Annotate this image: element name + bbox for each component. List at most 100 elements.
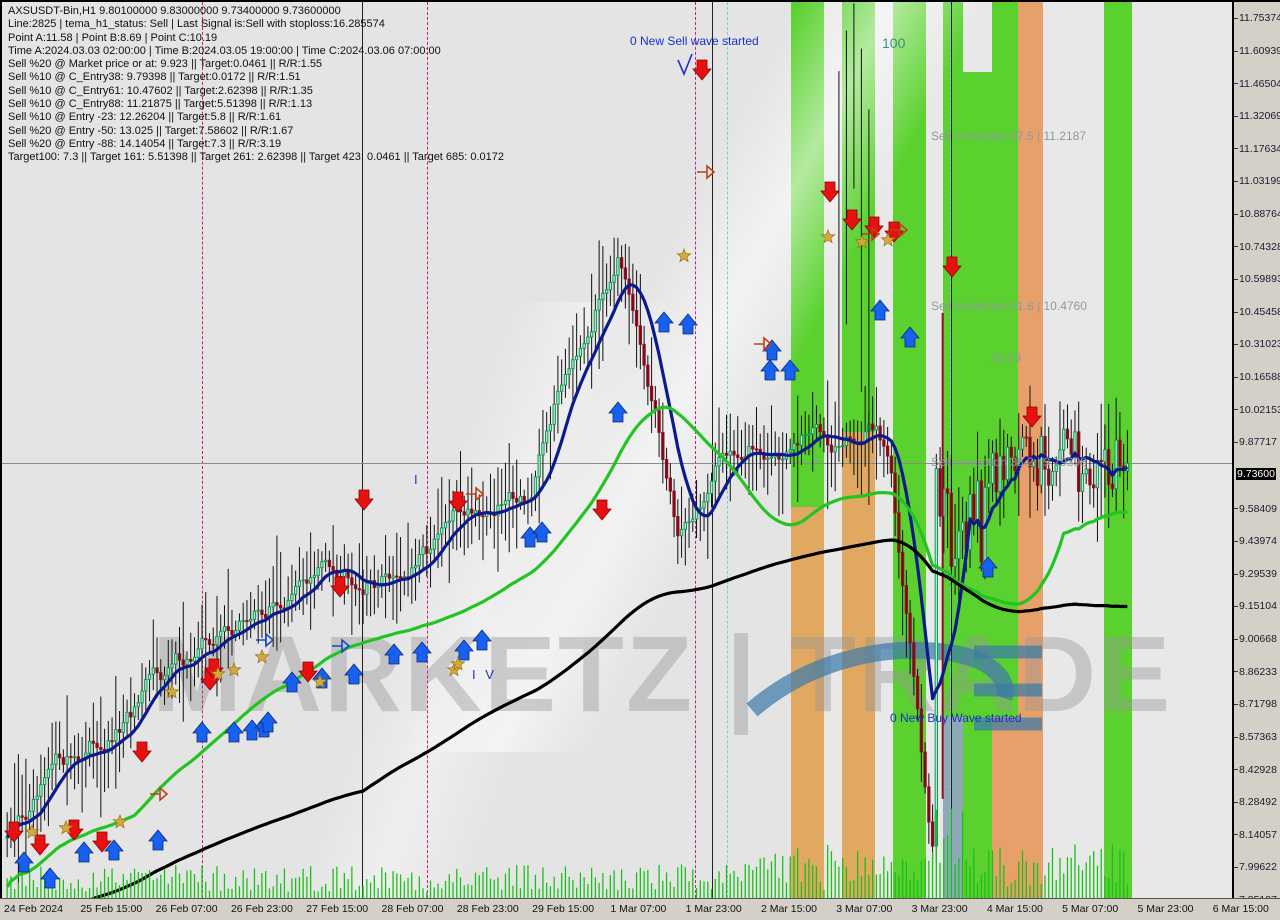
price-tick: 11.60939 (1234, 45, 1280, 57)
info-line-5: Sell %20 @ Market price or at: 9.923 || … (8, 58, 323, 71)
price-tick-label: 8.14057 (1239, 828, 1277, 841)
time-tick: 1 Mar 07:00 (610, 903, 667, 915)
vline-cyan-2 (950, 2, 951, 898)
price-tick: 10.74328 (1234, 241, 1280, 253)
price-tick: 8.57363 (1234, 731, 1277, 743)
info-line-8: Sell %10 @ C_Entry88: 11.21875 || Target… (8, 98, 313, 111)
info-line-7: Sell %10 @ C_Entry61: 10.47602 || Target… (8, 84, 313, 97)
price-tick: 8.86233 (1234, 666, 1277, 678)
price-tick: 9.87717 (1234, 436, 1277, 448)
price-tick-label: 9.87717 (1239, 436, 1277, 449)
price-tick-label: 9.15104 (1239, 600, 1277, 613)
price-tick-label: 8.57363 (1239, 730, 1277, 743)
time-tick: 3 Mar 07:00 (836, 903, 893, 915)
price-tick: 8.42928 (1234, 764, 1277, 776)
symbol-info-panel: AXSUSDT-Bin,H1 9.80100000 9.83000000 9.7… (8, 5, 504, 165)
time-tick: 6 Mar 15:00 (1212, 903, 1269, 915)
price-tick: 8.71798 (1234, 698, 1277, 710)
price-tick: 7.99622 (1234, 861, 1277, 873)
vline-solid-3 (951, 2, 952, 898)
time-axis[interactable]: 24 Feb 2024 25 Feb 15:00 26 Feb 07:00 26 Fe… (0, 898, 1280, 920)
time-tick: 27 Feb 15:00 (306, 903, 369, 915)
time-tick: 4 Mar 15:00 (986, 903, 1043, 915)
vline-solid-2 (712, 2, 713, 898)
session-band (791, 507, 824, 898)
session-band (1018, 2, 1043, 898)
price-tick-label: 11.60939 (1239, 44, 1280, 57)
price-tick: 9.15104 (1234, 600, 1277, 612)
session-band (943, 717, 963, 898)
session-band (842, 432, 875, 898)
time-tick: 5 Mar 23:00 (1137, 903, 1194, 915)
price-tick-label: 10.31023 (1239, 338, 1280, 351)
price-tick-label: 11.75374 (1239, 12, 1280, 25)
time-tick: 26 Feb 07:00 (155, 903, 218, 915)
price-tick: 11.17634 (1234, 143, 1280, 155)
price-tick-label: 8.71798 (1239, 698, 1277, 711)
price-tick: 10.16588 (1234, 371, 1280, 383)
time-tick: 3 Mar 23:00 (911, 903, 968, 915)
price-tick-label: 11.03199 (1239, 175, 1280, 188)
price-tick-label: 8.42928 (1239, 763, 1277, 776)
info-line-10: Sell %20 @ Entry -50: 13.025 || Target:7… (8, 124, 294, 137)
vline-cyan-1 (727, 2, 728, 898)
price-tick: 10.88764 (1234, 208, 1280, 220)
current-price-line (2, 463, 1232, 464)
price-tick: 10.45458 (1234, 306, 1280, 318)
price-tick-label: 8.86233 (1239, 665, 1277, 678)
price-tick: 9.29539 (1234, 568, 1277, 580)
session-band (893, 2, 926, 898)
price-tick-label: 9.29539 (1239, 567, 1277, 580)
price-tick-label: 10.74328 (1239, 240, 1280, 253)
session-band (1104, 2, 1132, 898)
current-price-label: 9.73600 (1236, 468, 1276, 481)
price-tick: 8.28492 (1234, 796, 1277, 808)
info-line-3: Point A:11.58 | Point B:8.69 | Point C:1… (8, 31, 218, 44)
price-tick-label: 11.17634 (1239, 142, 1280, 155)
background-sheen-2 (2, 302, 902, 898)
session-band (963, 72, 992, 898)
session-band (1132, 2, 1232, 898)
time-tick: 1 Mar 23:00 (685, 903, 742, 915)
info-line-4: Time A:2024.03.03 02:00:00 | Time B:2024… (8, 44, 441, 57)
price-tick: 10.59893 (1234, 273, 1280, 285)
price-tick: 8.14057 (1234, 829, 1277, 841)
price-tick-label: 10.88764 (1239, 208, 1280, 220)
time-tick: 28 Feb 07:00 (381, 903, 444, 915)
price-tick: 11.03199 (1234, 175, 1280, 187)
price-tick: 11.32069 (1234, 110, 1280, 122)
time-tick: 28 Feb 23:00 (456, 903, 519, 915)
info-line-9: Sell %10 @ Entry -23: 12.26204 || Target… (8, 111, 282, 124)
price-tick-label: 9.43974 (1239, 535, 1277, 548)
price-tick-label: 10.02153 (1239, 403, 1280, 416)
price-tick-label: 10.16588 (1239, 371, 1280, 384)
time-tick: 29 Feb 15:00 (532, 903, 595, 915)
session-band (992, 717, 1018, 898)
info-line-2: Line:2825 | tema_h1_status: Sell | Last … (8, 18, 385, 31)
vline-magenta-3 (695, 2, 696, 898)
price-tick: 10.02153 (1234, 404, 1280, 416)
price-tick-label: 10.59893 (1239, 273, 1280, 286)
chart-annotation: I V (472, 667, 497, 682)
price-tick-label: 8.28492 (1239, 796, 1277, 809)
price-tick-label: 10.45458 (1239, 305, 1280, 318)
price-tick: 9.00668 (1234, 633, 1277, 645)
time-tick: 2 Mar 15:00 (760, 903, 818, 915)
price-tick-label: 11.32069 (1239, 110, 1280, 123)
price-tick-label: 9.00668 (1239, 633, 1277, 646)
price-tick-label: 11.46504 (1239, 77, 1280, 90)
price-tick-label: 7.99622 (1239, 861, 1277, 874)
info-line-6: Sell %10 @ C_Entry38: 9.79398 || Target:… (8, 71, 301, 84)
session-band (926, 2, 943, 898)
info-line-12: Target100: 7.3 || Target 161: 5.51398 ||… (8, 151, 505, 164)
session-band (1043, 2, 1104, 898)
price-tick-label: 9.58409 (1239, 502, 1277, 515)
chart-annotation: I (414, 472, 421, 487)
chart-plot-area[interactable]: MARKETZ | TRADE 0 New Sell wave started 1… (0, 0, 1232, 898)
price-tick: 9.58409 (1234, 503, 1277, 515)
info-line-1: AXSUSDT-Bin,H1 9.80100000 9.83000000 9.7… (8, 5, 341, 17)
price-tick: 11.46504 (1234, 78, 1280, 90)
time-tick: 26 Feb 23:00 (230, 903, 293, 915)
price-axis[interactable]: 11.75374 11.60939 11.46504 11.32069 11.17634… (1232, 0, 1280, 906)
